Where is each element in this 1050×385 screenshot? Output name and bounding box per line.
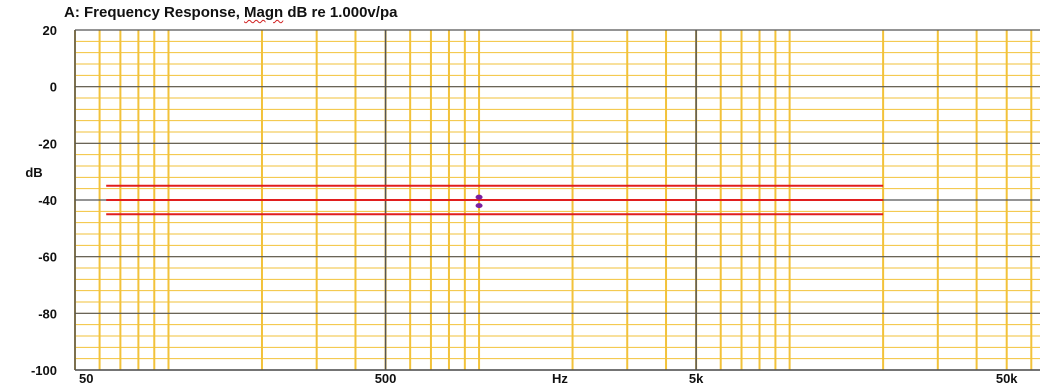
chart-title-prefix: A: Frequency Response, (64, 4, 245, 21)
chart-title: A: Frequency Response, Magn dB re 1.000v… (64, 4, 397, 21)
data-marker-2 (475, 203, 483, 209)
y-tick-label: -60 (38, 250, 57, 265)
y-axis-label: dB (25, 165, 42, 180)
label-layer: 20 0 -20 -40 -60 -80 -100 dB 50 500 5k 50k Hz (25, 23, 1018, 385)
data-marker-1 (475, 194, 483, 200)
series-layer (106, 184, 884, 216)
chart-title-magn: Magn (244, 4, 284, 21)
x-tick-label: 500 (375, 371, 397, 385)
y-tick-label: -20 (38, 136, 57, 151)
y-tick-label: -80 (38, 306, 57, 321)
x-tick-label: 50k (996, 371, 1018, 385)
x-axis-label: Hz (552, 371, 568, 385)
x-tick-label: 5k (689, 371, 704, 385)
y-tick-label: 20 (43, 23, 57, 38)
y-tick-label: -100 (31, 363, 57, 378)
y-tick-label: 0 (50, 80, 57, 95)
y-tick-label: -40 (38, 193, 57, 208)
x-tick-label: 50 (79, 371, 93, 385)
chart-title-suffix: dB re 1.000v/pa (283, 4, 398, 21)
